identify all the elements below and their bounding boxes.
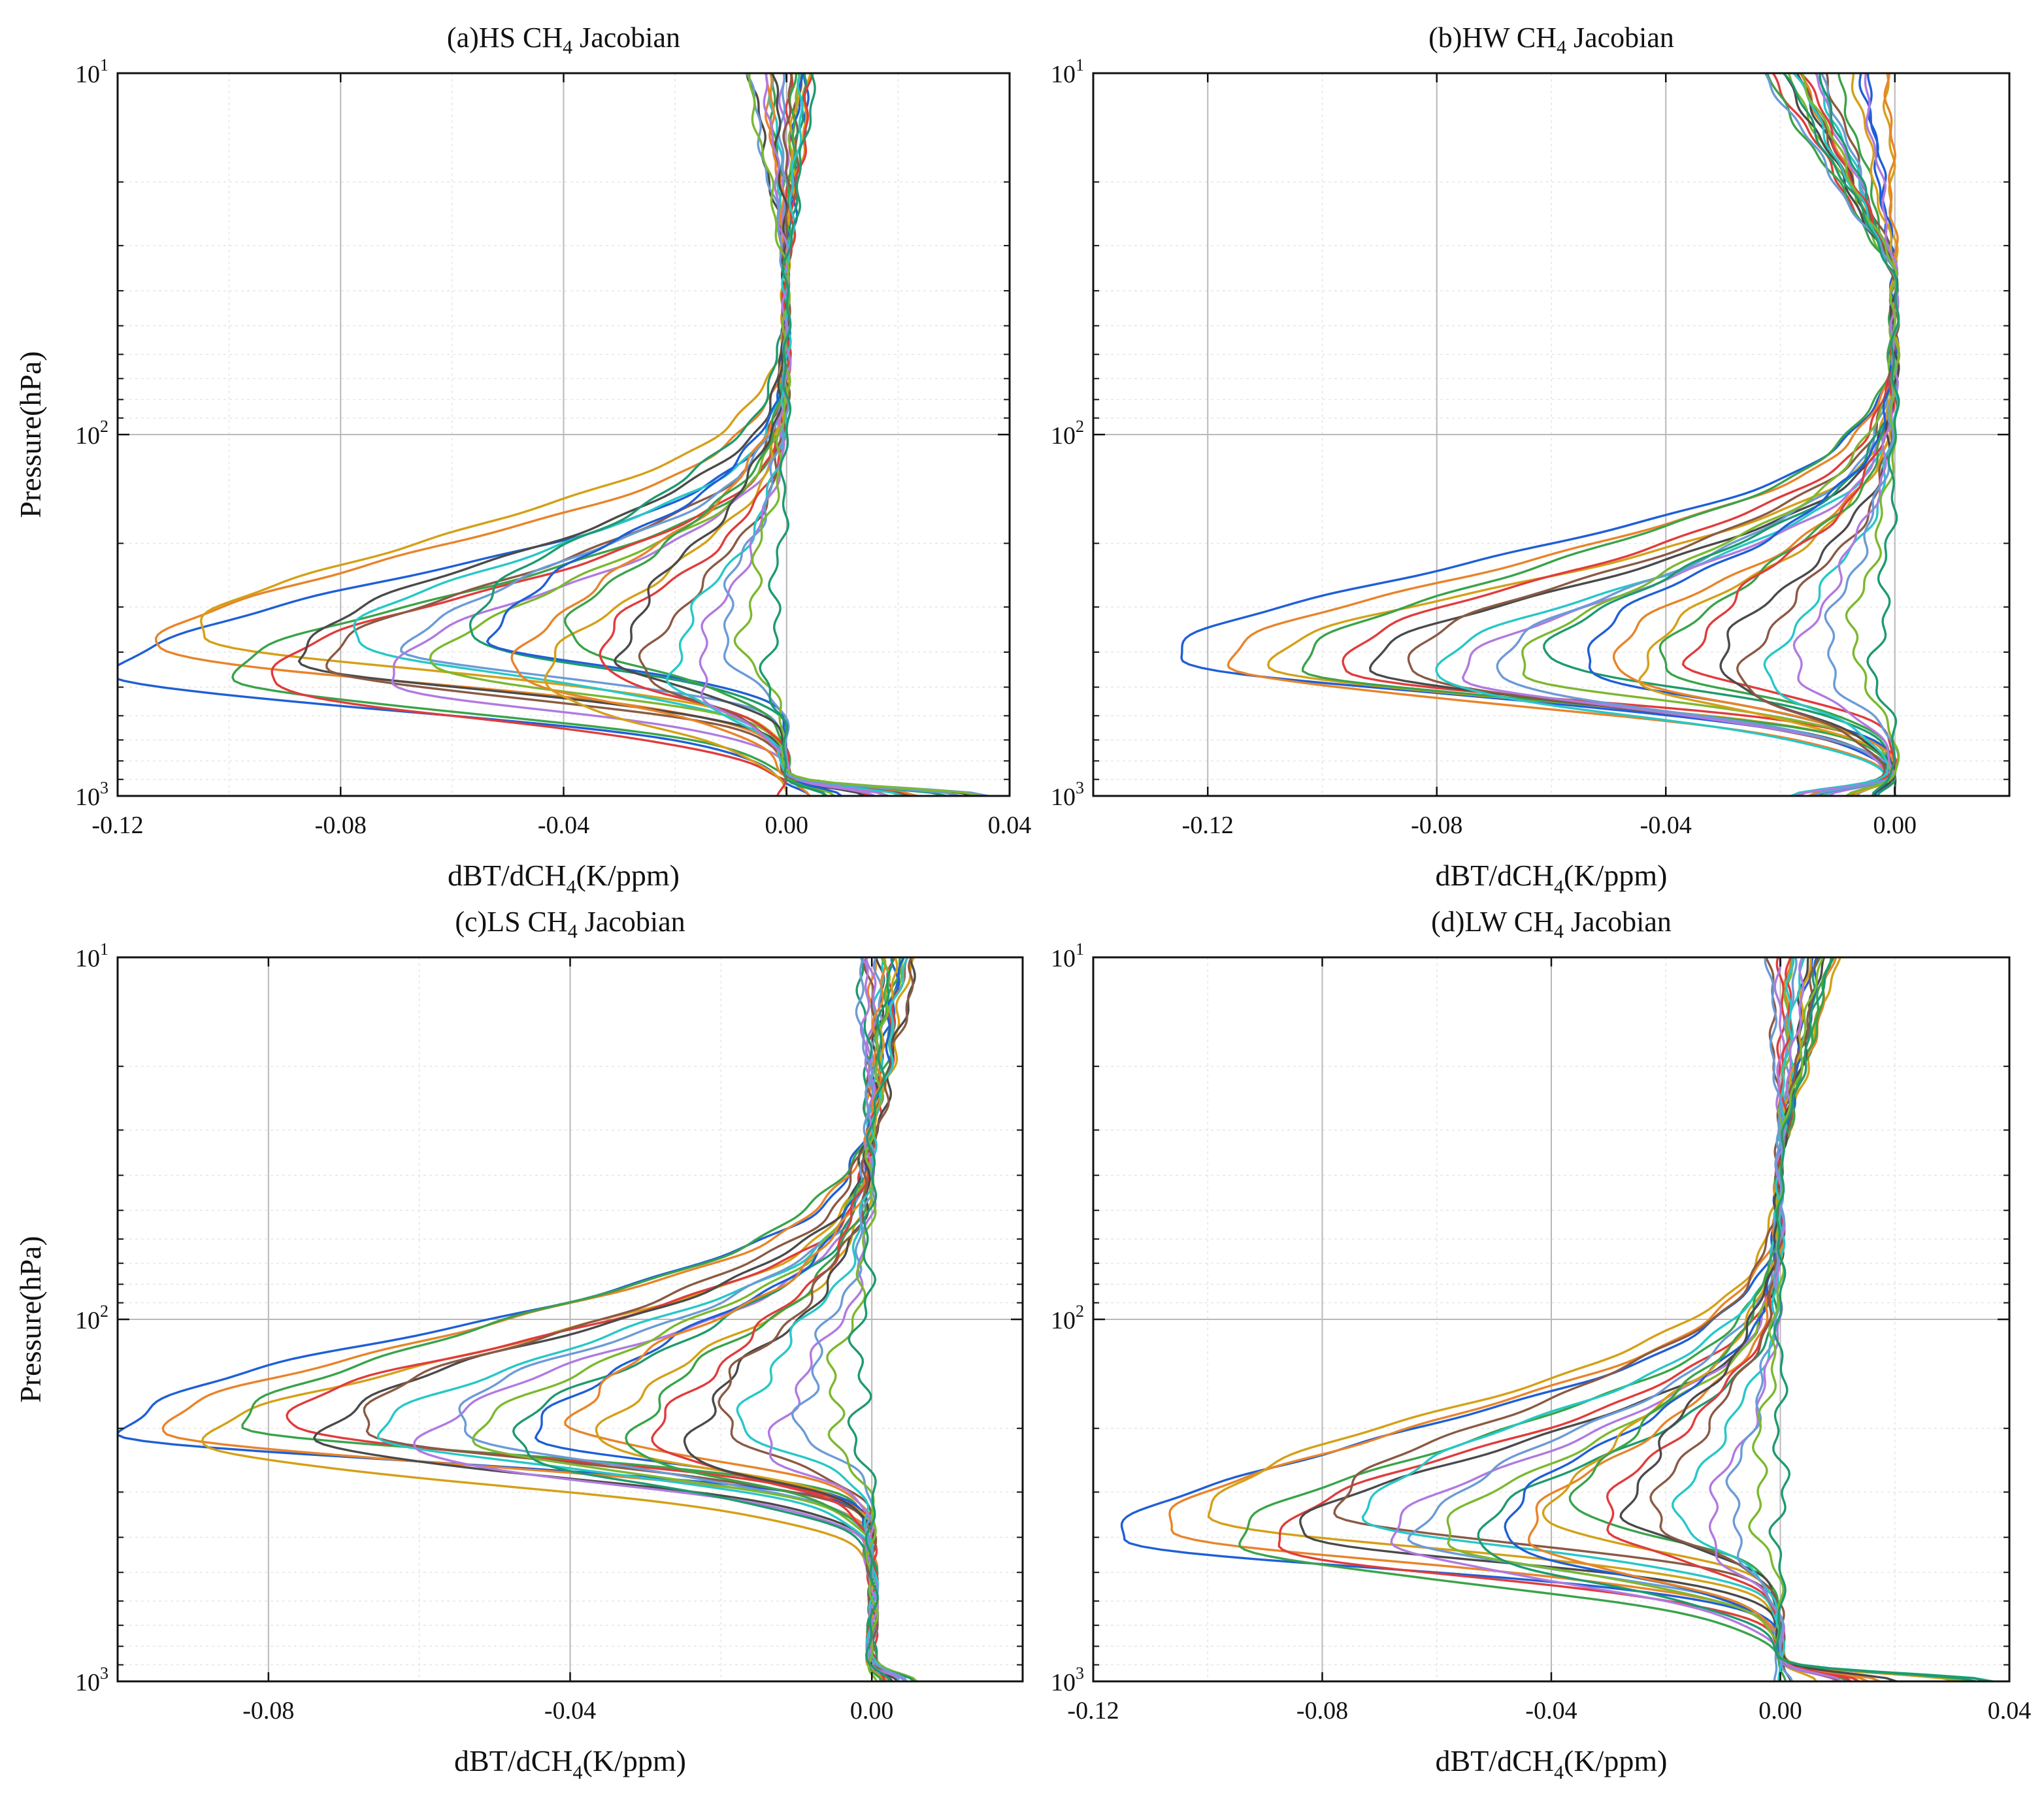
x-axis-label: dBT/dCH4(K/ppm) (448, 859, 680, 898)
series-line-24 (1768, 957, 1977, 1681)
series-group (1180, 73, 1901, 796)
y-tick-label: 102 (1051, 417, 1084, 450)
series-line-21 (1792, 73, 1900, 796)
series-group (1120, 957, 1994, 1681)
series-line-22 (1764, 73, 1900, 796)
x-axis-label: dBT/dCH4(K/ppm) (1436, 1744, 1668, 1783)
series-line-18 (1619, 957, 1897, 1681)
series-line-3 (1207, 957, 1841, 1681)
x-tick-label: -0.08 (1296, 1697, 1348, 1725)
series-line-22 (1725, 957, 1793, 1681)
panel-title: (d)LW CH4 Jacobian (1431, 906, 1672, 942)
series-line-16 (1658, 73, 1900, 796)
x-tick-label: -0.12 (1067, 1697, 1119, 1725)
series-line-15 (544, 73, 802, 796)
y-tick-label: 101 (1051, 940, 1084, 972)
series-line-15 (1541, 957, 1958, 1681)
x-tick-label: -0.12 (91, 812, 143, 839)
y-tick-label: 102 (1051, 1302, 1084, 1334)
y-tick-label: 103 (1051, 778, 1084, 811)
x-tick-label: -0.04 (1525, 1697, 1577, 1725)
panel-title: (a)HS CH4 Jacobian (447, 22, 680, 58)
series-line-8 (1361, 957, 1994, 1681)
series-line-10 (1496, 73, 1898, 796)
x-tick-label: -0.12 (1182, 812, 1234, 839)
x-tick-label: 0.00 (1873, 812, 1917, 839)
series-line-12 (1543, 73, 1900, 796)
y-axis-label: Pressure(hPa) (14, 1236, 47, 1403)
x-axis-label: dBT/dCH4(K/ppm) (454, 1744, 686, 1783)
series-line-23 (826, 957, 891, 1681)
panel-a: -0.12 -0.08 -0.04 0.00 0.04 101 102 103 (a)HS CH… (14, 22, 1031, 898)
x-axis-label: dBT/dCH4(K/ppm) (1436, 859, 1668, 898)
x-tick-label: -0.08 (1411, 812, 1462, 839)
series-line-4 (1301, 73, 1898, 796)
x-tick-label: 0.04 (1988, 1697, 2032, 1725)
series-line-24 (847, 957, 894, 1681)
series-line-12 (512, 957, 915, 1681)
panel-title: (b)HW CH4 Jacobian (1428, 22, 1674, 58)
x-tick-label: 0.00 (1758, 1697, 1802, 1725)
series-line-19 (1649, 957, 1839, 1681)
x-tick-label: -0.08 (315, 812, 367, 839)
panel-d: -0.12 -0.08 -0.04 0.00 0.04 101 102 103 (d)LW CH… (1051, 906, 2031, 1783)
series-group (118, 73, 989, 796)
y-tick-label: 101 (75, 56, 108, 88)
x-tick-label: -0.04 (544, 1697, 596, 1725)
series-line-23 (733, 73, 981, 796)
series-line-15 (1638, 73, 1900, 796)
x-tick-label: 0.00 (850, 1697, 894, 1725)
panel-b: -0.12 -0.08 -0.04 0.00 101 102 103 (b)HW CH4 Ja… (1051, 22, 2011, 898)
series-line-23 (1748, 957, 1968, 1681)
y-tick-label: 103 (1051, 1664, 1084, 1696)
y-tick-label: 102 (75, 1302, 108, 1334)
y-tick-label: 103 (75, 1664, 108, 1696)
series-line-9 (1390, 957, 1838, 1681)
y-tick-label: 103 (75, 778, 108, 811)
x-tick-label: -0.08 (242, 1697, 294, 1725)
panel-title: (c)LS CH4 Jacobian (455, 906, 685, 942)
series-line-20 (666, 73, 903, 796)
x-tick-label: -0.04 (538, 812, 589, 839)
series-group (118, 957, 917, 1681)
series-line-8 (353, 73, 911, 796)
y-tick-label: 102 (75, 417, 108, 450)
y-axis-label: Pressure(hPa) (14, 351, 47, 518)
series-line-18 (613, 73, 977, 796)
panel-c: -0.08 -0.04 0.00 101 102 103 (c)LS CH4 Jacobia… (14, 906, 1024, 1783)
series-line-6 (297, 73, 865, 796)
series-line-24 (1782, 73, 1900, 796)
y-tick-label: 101 (75, 940, 108, 972)
series-line-7 (1333, 957, 1961, 1681)
x-tick-label: -0.04 (1640, 812, 1692, 839)
y-tick-label: 101 (1051, 56, 1084, 88)
series-line-24 (759, 73, 827, 796)
series-line-16 (564, 73, 828, 796)
x-tick-label: 0.00 (765, 812, 809, 839)
x-tick-label: 0.04 (988, 812, 1032, 839)
